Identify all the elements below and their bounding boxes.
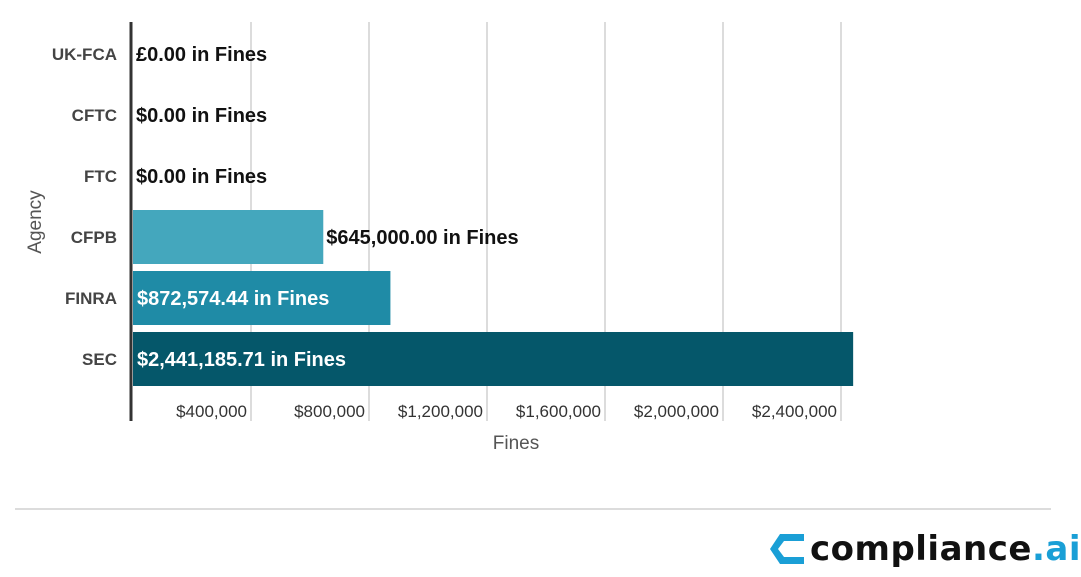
category-label: CFPB (71, 228, 117, 247)
category-label: FTC (84, 167, 117, 186)
data-label: $872,574.44 in Fines (137, 288, 329, 310)
bar-cfpb (133, 210, 324, 264)
bar-sec (133, 332, 854, 386)
data-label: $0.00 in Fines (136, 166, 267, 188)
category-label: FINRA (65, 289, 117, 308)
brand-logo: compliance.ai (770, 526, 1081, 572)
bar-finra (133, 271, 391, 325)
data-label: $2,441,185.71 in Fines (137, 349, 346, 371)
x-tick-labels: $400,000 $800,000 $1,200,000 $1,600,000 $2,0… (176, 402, 837, 421)
data-label: £0.00 in Fines (136, 44, 267, 66)
data-labels: £0.00 in Fines $0.00 in Fines $0.00 in Fin… (136, 44, 519, 371)
footer-divider (15, 508, 1051, 510)
data-label: $645,000.00 in Fines (326, 227, 518, 249)
chevron-left-icon (770, 534, 804, 564)
x-tick-label: $2,000,000 (634, 402, 719, 421)
x-tick-label: $800,000 (294, 402, 365, 421)
category-label: SEC (82, 350, 117, 369)
logo-suffix: .ai (1031, 529, 1081, 569)
category-labels: UK-FCA CFTC FTC CFPB FINRA SEC (52, 45, 117, 369)
data-label: $0.00 in Fines (136, 105, 267, 127)
x-tick-label: $400,000 (176, 402, 247, 421)
x-tick-label: $1,200,000 (398, 402, 483, 421)
x-axis-title: Fines (493, 433, 539, 454)
logo-name: compliance (810, 529, 1032, 569)
bar-chart: UK-FCA CFTC FTC CFPB FINRA SEC £0.00 in Fines… (25, 22, 854, 454)
y-axis-title: Agency (25, 190, 46, 254)
category-label: CFTC (72, 106, 117, 125)
logo-wordmark: compliance.ai (810, 526, 1081, 572)
x-tick-label: $1,600,000 (516, 402, 601, 421)
bars (133, 210, 854, 386)
category-label: UK-FCA (52, 45, 117, 64)
x-tick-label: $2,400,000 (752, 402, 837, 421)
